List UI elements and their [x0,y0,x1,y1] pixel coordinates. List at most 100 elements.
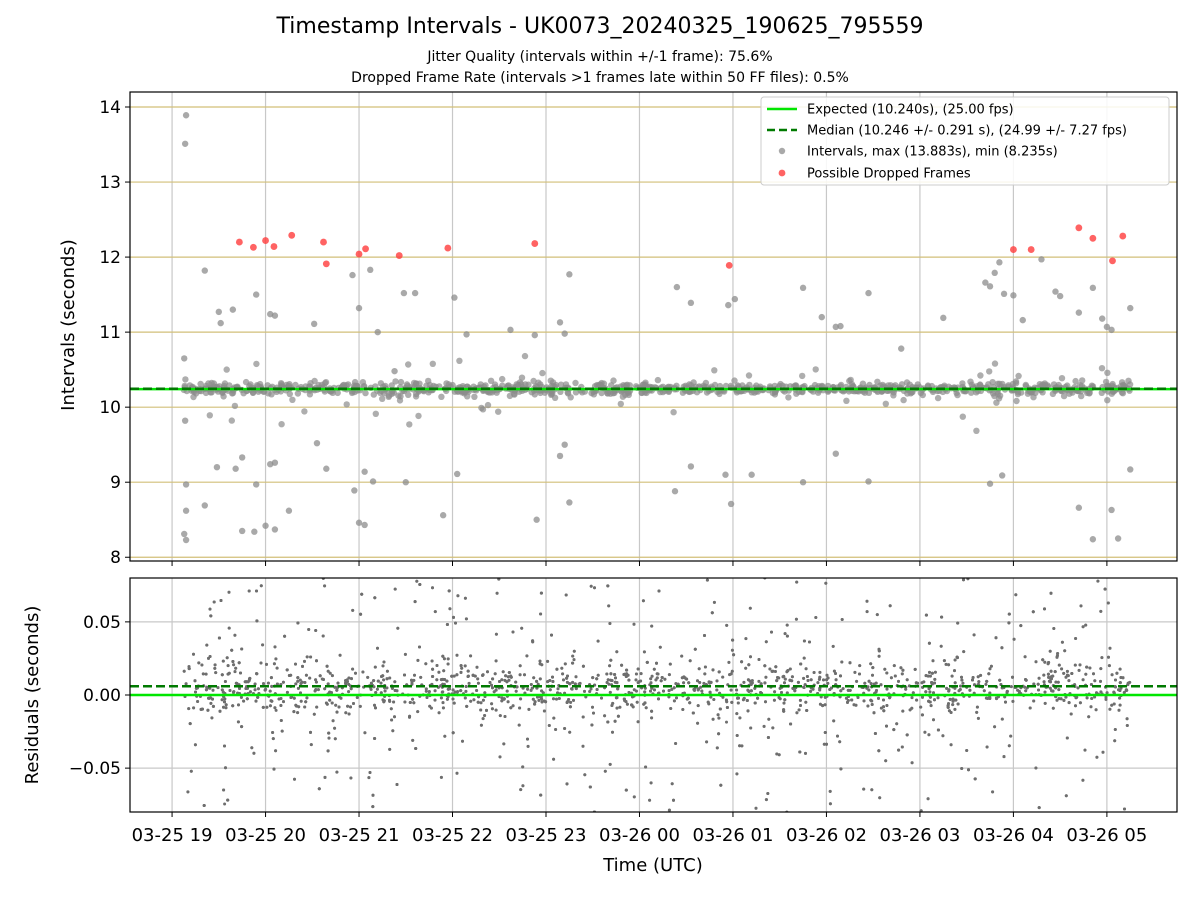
residual-point [464,685,468,688]
residual-point [519,788,523,792]
residual-point [993,725,997,729]
interval-point [1032,389,1039,396]
residual-point [973,777,977,781]
residual-point [314,678,318,682]
residual-point [831,644,835,648]
interval-point [456,357,463,364]
residual-point [962,650,966,654]
residual-point [644,765,648,769]
residual-point [828,789,832,793]
residual-point [725,623,729,627]
residual-point [1043,701,1047,705]
residual-point [223,744,226,748]
residual-point [946,704,950,708]
residual-point [231,660,235,663]
residual-point [957,689,961,693]
residual-point [315,659,318,663]
x-tick-label: 03-26 02 [786,825,867,846]
interval-outlier-point [182,481,190,488]
residual-point [222,813,225,816]
residual-point [526,744,530,748]
interval-point [598,389,605,397]
residual-point [1048,649,1052,653]
residual-point [459,689,463,693]
residual-point [253,682,257,686]
residual-point [299,691,302,695]
residual-point [721,695,725,699]
residual-point [802,685,806,689]
residual-point [947,573,950,576]
residual-point [747,663,751,667]
residual-point [961,681,965,685]
residual-point [583,689,586,693]
residual-point [794,617,798,621]
residual-point [947,663,951,667]
residual-point [753,701,757,705]
residual-point [615,706,619,710]
residual-point [1047,679,1051,683]
residual-point [985,745,989,749]
interval-point [478,404,485,412]
residual-point [1049,591,1053,595]
residual-point [897,679,900,683]
interval-point [1104,369,1111,376]
interval-outlier-point [271,312,279,319]
residual-point [555,697,558,701]
residual-point [226,664,230,668]
residual-point [304,700,308,704]
residual-point [527,707,531,711]
residual-point [403,700,407,704]
residual-point [441,706,445,710]
residual-point [877,649,881,653]
residual-point [609,658,613,662]
residual-point [476,677,480,681]
interval-point [226,382,233,389]
residual-point [823,703,827,707]
residual-point [960,767,964,770]
residual-point [1007,621,1011,625]
intervals-plot-frame [129,91,1178,562]
residual-point [805,709,809,712]
residual-point [1123,807,1126,811]
residual-point [892,728,896,732]
residual-point [259,661,263,665]
residual-point [363,731,367,735]
residual-point [271,731,275,734]
residual-point [217,636,221,640]
residual-point [885,671,889,675]
interval-point [206,412,213,419]
residual-point [933,670,937,674]
interval-outlier-point [181,417,189,424]
interval-point [1098,389,1106,396]
interval-point [670,409,677,416]
residual-point [832,669,836,673]
residual-point [439,775,443,779]
residual-point [330,701,334,705]
residual-point [298,678,302,682]
residual-point [920,713,924,717]
residual-point [455,771,459,775]
residual-point [505,689,509,693]
interval-outlier-point [1127,304,1134,312]
interval-outlier-point [355,519,363,526]
interval-outlier-point [818,313,825,321]
residual-point [437,670,441,674]
residual-point [959,684,963,688]
residual-point [309,655,313,659]
residual-point [540,700,544,704]
residual-point [1007,744,1011,748]
residual-point [529,688,533,692]
residual-point [466,669,470,673]
residual-point [314,680,318,684]
residual-point [874,690,878,694]
residual-point [501,670,505,674]
residual-point [895,722,899,726]
residual-point [715,746,719,750]
top-y-tick-label: 12 [99,248,121,268]
residual-point [285,690,289,694]
residual-point [1083,748,1087,752]
residual-point [385,686,389,690]
residual-point [581,664,585,668]
x-tick-label: 03-25 19 [132,825,213,846]
